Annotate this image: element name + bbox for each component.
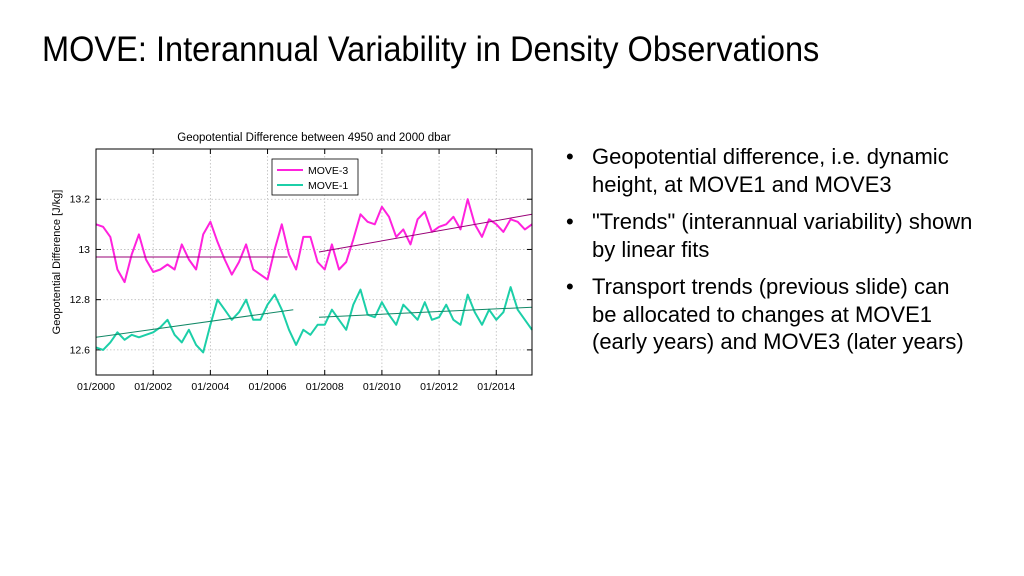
x-tick-label: 01/2012: [420, 381, 458, 393]
chart-title: Geopotential Difference between 4950 and…: [177, 132, 451, 144]
linear-fit-move1-late-line: [318, 306, 533, 318]
bullet-glyph: •: [566, 144, 574, 169]
x-tick-label: 01/2002: [134, 381, 172, 393]
bullet-text: Transport trends (previous slide) can be…: [592, 274, 964, 354]
y-tick-label: 13.2: [70, 194, 91, 206]
x-tick-label: 01/2010: [363, 381, 401, 393]
plot-frame: [95, 148, 533, 376]
y-tick-label: 12.6: [70, 344, 91, 356]
bullet-item: • "Trends" (interannual variability) sho…: [566, 208, 976, 263]
x-tick-label: 01/2014: [477, 381, 515, 393]
legend-label: MOVE-1: [308, 180, 348, 192]
bullet-glyph: •: [566, 274, 574, 299]
slide-title: MOVE: Interannual Variability in Density…: [42, 30, 820, 69]
bullet-glyph: •: [566, 209, 574, 234]
y-tick-label: 13: [78, 244, 90, 256]
x-tick-label: 01/2006: [249, 381, 287, 393]
bullet-list: • Geopotential difference, i.e. dynamic …: [566, 143, 976, 366]
legend-box: [271, 158, 359, 196]
bullet-text: "Trends" (interannual variability) shown…: [592, 209, 973, 262]
geopotential-chart: Geopotential Difference between 4950 and…: [51, 132, 533, 393]
series-move1-line: [95, 286, 533, 354]
linear-fit-move1-early-line: [95, 309, 294, 338]
linear-fit-move3-late-line: [318, 213, 533, 253]
y-tick-label: 12.8: [70, 294, 91, 306]
series-move3-line: [95, 198, 533, 284]
x-tick-label: 01/2004: [191, 381, 229, 393]
bullet-text: Geopotential difference, i.e. dynamic he…: [592, 144, 949, 197]
bullet-item: • Transport trends (previous slide) can …: [566, 273, 976, 356]
x-tick-label: 01/2000: [77, 381, 115, 393]
y-axis-label: Geopotential Difference [J/kg]: [51, 190, 63, 335]
x-tick-label: 01/2008: [306, 381, 344, 393]
chart-container: Geopotential Difference between 4950 and…: [40, 125, 540, 400]
bullet-item: • Geopotential difference, i.e. dynamic …: [566, 143, 976, 198]
legend-label: MOVE-3: [308, 165, 348, 177]
